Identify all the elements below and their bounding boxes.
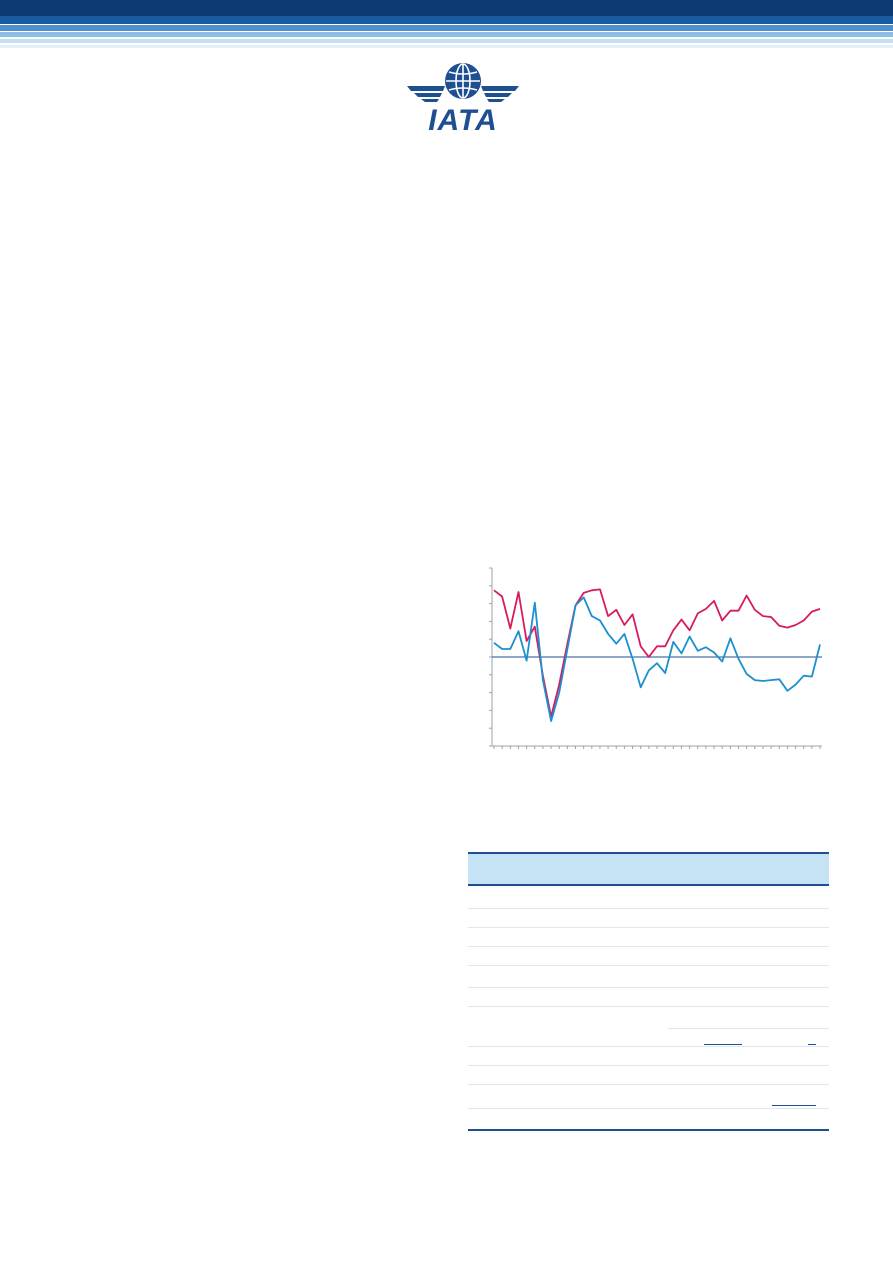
table-row (468, 1065, 829, 1066)
cell-underline (772, 1105, 816, 1106)
table-row-divider (668, 1028, 829, 1029)
table-row (468, 927, 829, 928)
header-stripe (0, 45, 893, 48)
table-row (468, 1046, 829, 1047)
table-row (468, 965, 829, 966)
header-stripe (0, 32, 893, 37)
iata-logo: IATA (405, 60, 521, 136)
table-bottom-rule (468, 1129, 829, 1131)
data-table (468, 852, 829, 1132)
table-row (468, 1108, 829, 1109)
table-row (468, 946, 829, 947)
table-row (468, 987, 829, 988)
table-row (468, 1084, 829, 1085)
logo-text: IATA (428, 104, 498, 137)
series-line-2 (493, 596, 821, 723)
header-stripe (0, 25, 893, 31)
header-stripe (0, 16, 893, 24)
header-stripe (0, 0, 893, 16)
iata-globe-wings-icon (407, 63, 519, 102)
table-header (468, 852, 829, 886)
header-stripe (0, 39, 893, 43)
header-band (0, 0, 893, 50)
line-chart (489, 567, 822, 749)
series-line-1 (493, 588, 821, 718)
table-row (468, 908, 829, 909)
cell-underline (704, 1044, 742, 1045)
table-row (468, 1006, 829, 1007)
cell-underline (808, 1044, 816, 1045)
